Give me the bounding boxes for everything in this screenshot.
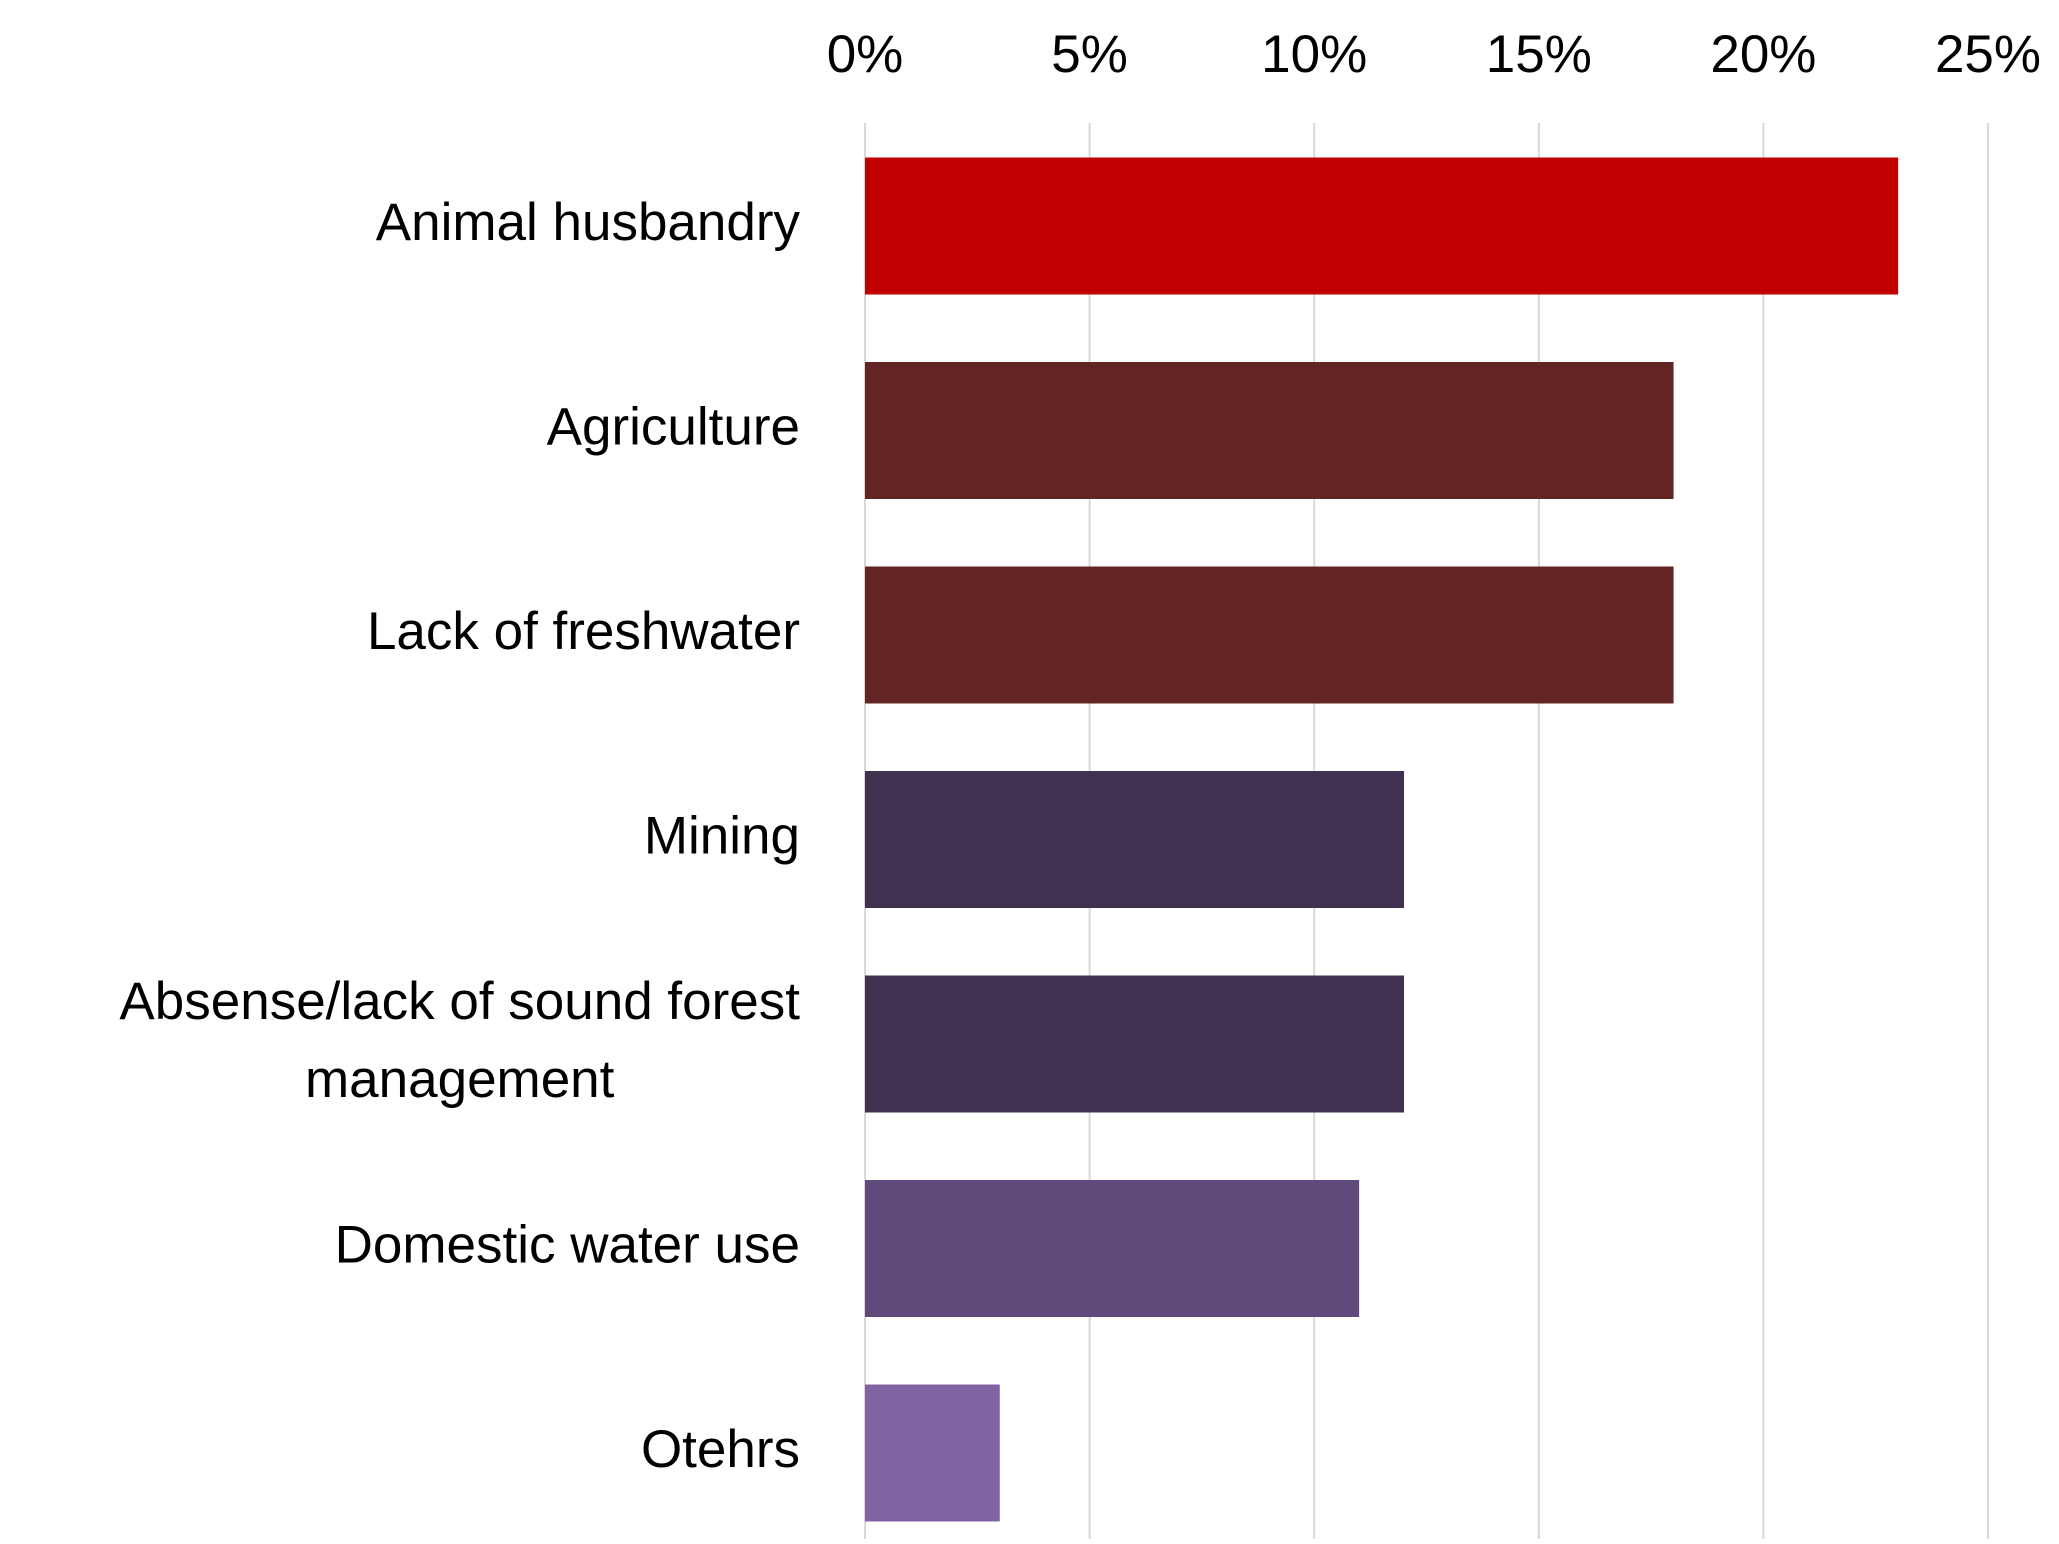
category-label: Absense/lack of sound forest management — [119, 972, 800, 1109]
bars — [865, 157, 1899, 1522]
category-label: Animal husbandry — [376, 193, 801, 252]
x-tick-label: 5% — [1051, 25, 1128, 84]
bar — [865, 566, 1674, 704]
category-labels: Animal husbandry Agriculture Lack of fresh… — [119, 193, 800, 1479]
x-tick-label: 10% — [1261, 25, 1367, 84]
bar — [865, 362, 1674, 499]
bar — [865, 975, 1405, 1113]
bar — [865, 771, 1405, 908]
x-tick-label: 20% — [1710, 25, 1816, 84]
x-tick-label: 0% — [827, 25, 904, 84]
category-label-line: Absense/lack of sound forest — [119, 972, 800, 1031]
category-label-line: management — [305, 1050, 615, 1109]
category-label: Agriculture — [547, 398, 800, 457]
bar — [865, 157, 1899, 295]
bar — [865, 1384, 1000, 1522]
x-axis-ticks: 0% 5% 10% 15% 20% 25% — [827, 25, 2041, 84]
category-label: Domestic water use — [335, 1216, 800, 1275]
bar — [865, 1180, 1360, 1317]
category-label: Mining — [644, 807, 800, 866]
category-label: Otehrs — [641, 1420, 800, 1479]
x-tick-label: 15% — [1486, 25, 1592, 84]
x-tick-label: 25% — [1935, 25, 2041, 84]
category-label: Lack of freshwater — [367, 602, 800, 661]
